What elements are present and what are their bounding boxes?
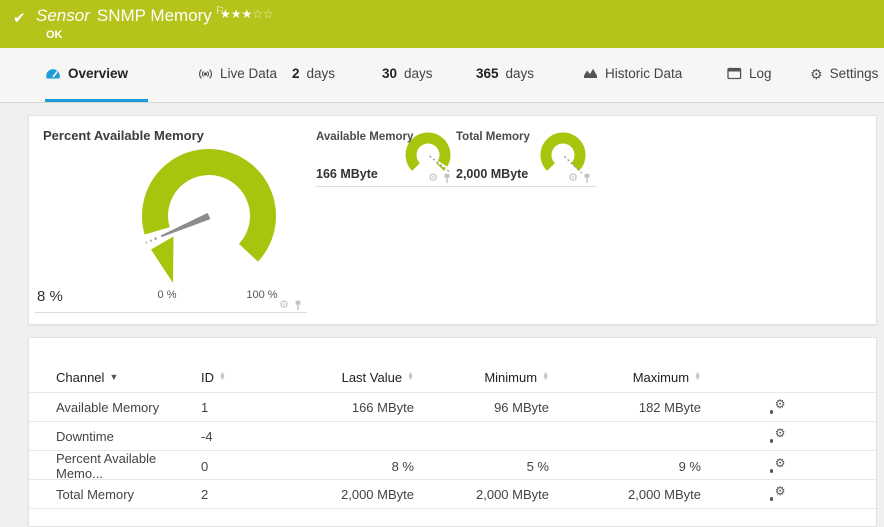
tab-settings[interactable]: ⚙ Settings bbox=[810, 48, 878, 102]
channel-settings-icon[interactable]: ⚙ bbox=[769, 456, 786, 474]
priority-stars[interactable]: ★★★☆☆ bbox=[220, 7, 274, 21]
channel-settings-icon[interactable]: ⚙ bbox=[769, 484, 786, 502]
sort-icon bbox=[407, 373, 414, 381]
channel-settings-icon[interactable]: ⚙ bbox=[769, 426, 786, 444]
table-row[interactable]: Downtime -4 ⚙ bbox=[29, 421, 876, 450]
tab-label: Live Data bbox=[220, 66, 278, 81]
available-memory-gauge bbox=[405, 132, 451, 173]
sensor-type-label: Sensor bbox=[36, 6, 90, 25]
status-ok-check-icon: ✔ bbox=[13, 10, 26, 27]
broadcast-icon bbox=[199, 68, 212, 79]
sensor-title: Sensor SNMP Memory ⚐ bbox=[36, 5, 225, 26]
gear-icon[interactable]: ⚙ bbox=[568, 172, 578, 184]
tab-365-days[interactable]: 365 days bbox=[476, 66, 535, 81]
cell-minimum: 5 % bbox=[526, 458, 549, 474]
gauge-needle bbox=[145, 212, 211, 244]
gauge-scale-min: 0 % bbox=[157, 289, 177, 301]
sensor-header: ✔ Sensor SNMP Memory ⚐ ★★★☆☆ OK bbox=[0, 0, 884, 48]
tab-label: Overview bbox=[68, 66, 129, 81]
channel-table: Channel ID Last Value Minimum Maximum Av… bbox=[29, 362, 876, 509]
mini-gauge-title: Total Memory bbox=[456, 131, 530, 143]
tab-label: Log bbox=[749, 66, 772, 81]
percent-available-memory-gauge bbox=[142, 149, 276, 283]
cell-last-value: 166 MByte bbox=[351, 399, 414, 415]
tab-label: Historic Data bbox=[605, 66, 683, 81]
sort-icon bbox=[542, 373, 549, 381]
total-memory-gauge bbox=[540, 132, 586, 174]
tab-strip bbox=[0, 48, 884, 103]
cell-last-value: 2,000 MByte bbox=[341, 486, 414, 502]
cell-id: -4 bbox=[201, 428, 213, 444]
mini-gauge-value: 166 MByte bbox=[316, 167, 378, 181]
column-header-last-value[interactable]: Last Value bbox=[296, 370, 414, 385]
table-header-row: Channel ID Last Value Minimum Maximum bbox=[29, 362, 876, 392]
cell-id: 1 bbox=[201, 399, 209, 415]
gear-icon: ⚙ bbox=[810, 65, 823, 82]
cell-maximum: 9 % bbox=[678, 458, 701, 474]
mini-gauge-value: 2,000 MByte bbox=[456, 167, 529, 181]
cell-maximum: 2,000 MByte bbox=[628, 486, 701, 502]
cell-id: 2 bbox=[201, 486, 209, 502]
primary-gauge-value: 8 % bbox=[37, 288, 63, 305]
gear-icon[interactable]: ⚙ bbox=[428, 172, 438, 184]
pin-icon[interactable] bbox=[293, 300, 303, 311]
cell-last-value: 8 % bbox=[391, 458, 414, 474]
cell-id: 0 bbox=[201, 458, 209, 474]
table-row[interactable]: Total Memory 2 2,000 MByte 2,000 MByte 2… bbox=[29, 479, 876, 509]
tab-log[interactable]: Log bbox=[727, 48, 772, 102]
cell-channel[interactable]: Percent Available Memo... bbox=[56, 451, 157, 481]
tab-live-data[interactable]: Live Data bbox=[198, 48, 277, 102]
gauge-icon bbox=[46, 68, 60, 78]
sort-desc-icon bbox=[109, 372, 118, 382]
cell-channel[interactable]: Total Memory bbox=[56, 486, 135, 502]
sort-icon bbox=[694, 373, 701, 381]
channels-panel: Channel ID Last Value Minimum Maximum Av… bbox=[28, 337, 877, 527]
gauge-scale-max: 100 % bbox=[246, 289, 278, 301]
pin-icon[interactable] bbox=[442, 173, 452, 184]
divider bbox=[35, 312, 307, 313]
tab-label: days bbox=[505, 66, 535, 81]
gauges-panel: Percent Available Memory 0 % 100 % 8 % ⚙… bbox=[28, 115, 877, 325]
cell-minimum: 2,000 MByte bbox=[476, 486, 549, 502]
column-header-minimum[interactable]: Minimum bbox=[414, 370, 549, 385]
column-header-channel[interactable]: Channel bbox=[56, 370, 201, 385]
window-icon bbox=[727, 67, 742, 80]
status-badge: OK bbox=[46, 29, 63, 41]
primary-gauge-actions: ⚙ bbox=[279, 300, 303, 311]
tab-label: days bbox=[404, 66, 433, 81]
mini-gauge-actions: ⚙ bbox=[568, 173, 592, 184]
table-row[interactable]: Percent Available Memo... 0 8 % 5 % 9 % … bbox=[29, 450, 876, 481]
divider bbox=[316, 186, 456, 187]
available-memory-gauge-block: Available Memory 166 MByte ⚙ bbox=[316, 129, 456, 204]
cell-maximum: 182 MByte bbox=[638, 399, 701, 415]
tab-overview[interactable]: Overview bbox=[45, 48, 148, 102]
mini-gauge-title: Available Memory bbox=[316, 131, 414, 143]
area-chart-icon bbox=[584, 68, 597, 78]
cell-channel[interactable]: Downtime bbox=[56, 428, 114, 444]
flag-icon[interactable]: ⚐ bbox=[214, 5, 225, 17]
column-header-id[interactable]: ID bbox=[201, 370, 296, 385]
tab-2-days[interactable]: 2 days bbox=[292, 66, 336, 81]
tab-label: days bbox=[306, 66, 336, 81]
column-header-maximum[interactable]: Maximum bbox=[549, 370, 701, 385]
gear-icon[interactable]: ⚙ bbox=[279, 299, 289, 311]
cell-minimum: 96 MByte bbox=[494, 399, 549, 415]
sensor-name: SNMP Memory bbox=[96, 6, 212, 25]
divider bbox=[456, 186, 596, 187]
sort-icon bbox=[219, 373, 226, 381]
pin-icon[interactable] bbox=[582, 173, 592, 184]
cell-channel[interactable]: Available Memory bbox=[56, 399, 160, 415]
tab-historic-data[interactable]: Historic Data bbox=[583, 48, 682, 102]
total-memory-gauge-block: Total Memory 2,000 MByte ⚙ bbox=[456, 129, 596, 204]
mini-gauge-actions: ⚙ bbox=[428, 173, 452, 184]
table-row[interactable]: Available Memory 1 166 MByte 96 MByte 18… bbox=[29, 392, 876, 421]
tab-30-days[interactable]: 30 days bbox=[382, 66, 433, 81]
channel-settings-icon[interactable]: ⚙ bbox=[769, 397, 786, 415]
primary-gauge-title: Percent Available Memory bbox=[43, 128, 204, 143]
tab-label: Settings bbox=[829, 66, 879, 81]
